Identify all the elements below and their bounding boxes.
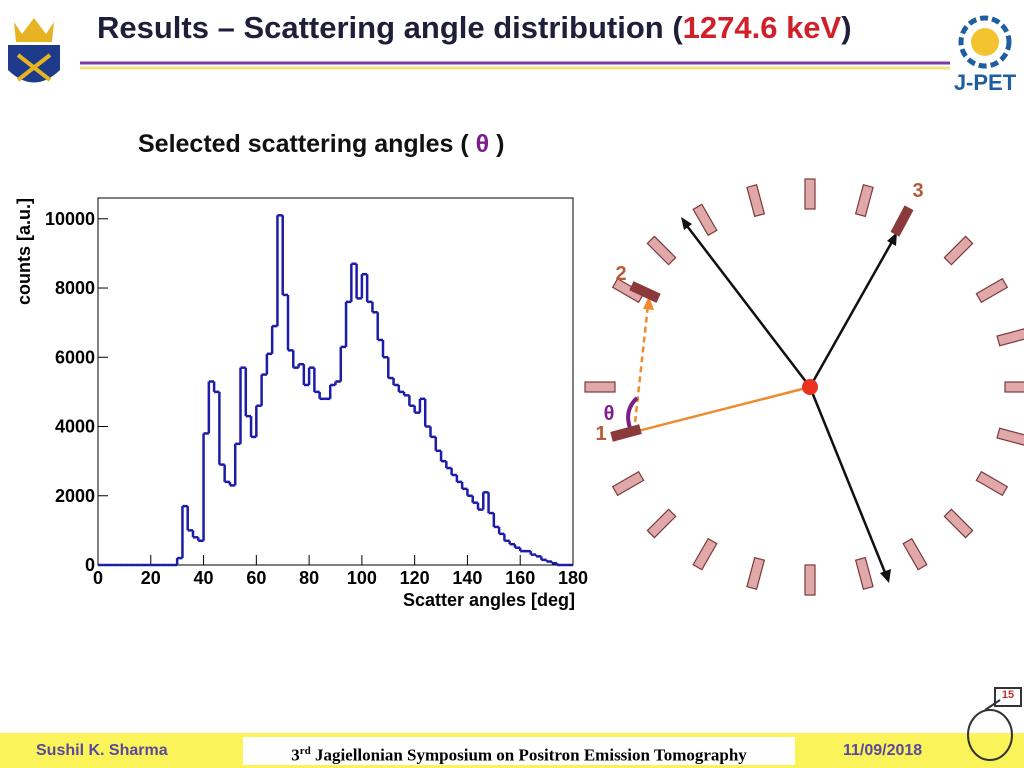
angle-label: θ [604, 403, 615, 425]
detector-strip [646, 508, 677, 539]
angle-arc [626, 396, 639, 429]
detector-strip [975, 277, 1009, 304]
y-axis-label: counts [a.u.] [14, 198, 34, 305]
detector-label: 3 [912, 180, 923, 202]
logo-ring [958, 15, 1012, 69]
detector-strip [975, 470, 1009, 497]
gamma-line [808, 239, 895, 388]
detector-strip [692, 203, 718, 237]
y-tick-label: 8000 [55, 278, 95, 298]
detector-strip [584, 381, 616, 393]
y-tick-label: 10000 [45, 209, 95, 229]
footer-date: 11/09/2018 [843, 742, 923, 759]
detector-strip [996, 427, 1024, 447]
crest [8, 45, 60, 83]
detector-strip [746, 556, 766, 590]
detector-strip [1004, 381, 1024, 393]
arrow-head [887, 232, 897, 246]
event-sup: rd [299, 745, 311, 757]
sceptres [16, 53, 52, 82]
detector-strip [746, 184, 766, 218]
detector-strip [804, 564, 816, 596]
detector-strip [902, 537, 928, 571]
y-tick-label: 6000 [55, 347, 95, 367]
detector-strip [611, 277, 645, 304]
annihilation-point [802, 379, 818, 395]
x-tick-label: 180 [558, 568, 588, 588]
subtitle-text: ) [489, 130, 505, 158]
diagram-lines [626, 217, 897, 583]
detector-ring [584, 178, 1024, 596]
slide-title: Results – Scattering angle distribution … [97, 10, 852, 46]
page-number: 15 [1002, 689, 1014, 701]
histogram: 0 20 40 60 80 100 120 140 160 180 0 2000 4000 6000 800… [14, 197, 588, 610]
plot-frame [97, 197, 574, 566]
x-tick-label: 100 [347, 568, 377, 588]
subtitle-symbol: θ [475, 130, 490, 158]
crown [14, 18, 54, 42]
detector-label: 1 [595, 423, 606, 445]
y-tick-label: 0 [85, 555, 95, 575]
footer-author: Sushil K. Sharma [36, 742, 168, 759]
detector-hit [890, 205, 914, 237]
x-tick-label: 40 [194, 568, 214, 588]
detector-strip [854, 556, 874, 590]
gamma-line [683, 221, 811, 388]
detector-hit [610, 424, 642, 442]
detector-strip [996, 327, 1024, 347]
detector-strip [646, 235, 677, 266]
event-text: Jagiellonian Symposium on Positron Emiss… [310, 745, 747, 765]
title-text: Results – Scattering angle distribution … [97, 10, 683, 45]
arrow-head [681, 217, 692, 230]
y-tick-label: 2000 [55, 486, 95, 506]
arrow-head [643, 296, 654, 310]
title-text: ) [841, 10, 852, 45]
subtitle-text: Selected scattering angles ( [138, 130, 476, 158]
x-axis-label: Scatter angles [deg] [403, 590, 575, 610]
detector-strip [943, 235, 974, 266]
detector-strip [804, 178, 816, 210]
mascot [967, 687, 1022, 761]
logo-text: J-PET [954, 70, 1017, 95]
detector-label: 2 [615, 263, 626, 285]
x-tick-label: 0 [93, 568, 103, 588]
x-tick-label: 160 [505, 568, 535, 588]
detector-strip [692, 537, 718, 571]
logo-core [971, 28, 999, 56]
y-tick-label: 4000 [55, 417, 95, 437]
orange-line [633, 385, 811, 434]
scatter-line [632, 304, 650, 433]
detector-strip [854, 184, 874, 218]
detector-strip [611, 470, 645, 497]
detector-strip [943, 508, 974, 539]
gamma-line [808, 386, 888, 576]
x-tick-label: 80 [299, 568, 319, 588]
x-tick-label: 60 [246, 568, 266, 588]
arrow-head [880, 569, 891, 583]
x-tick-label: 140 [452, 568, 482, 588]
title-energy: 1274.6 keV [682, 10, 842, 45]
x-tick-label: 20 [141, 568, 161, 588]
footer-event: 3rd Jagiellonian Symposium on Positron E… [243, 737, 795, 765]
event-num: 3 [291, 745, 300, 765]
x-tick-label: 120 [400, 568, 430, 588]
subtitle: Selected scattering angles ( θ ) [138, 130, 504, 159]
detector-hit [629, 281, 661, 303]
